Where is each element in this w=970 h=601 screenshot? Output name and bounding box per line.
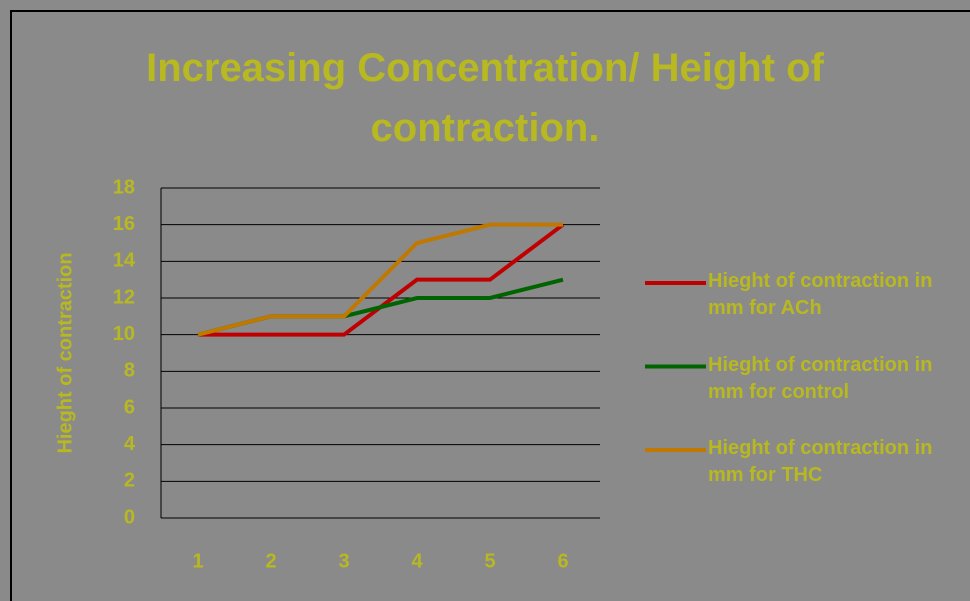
chart-title: Increasing Concentration/ Height of cont…	[146, 46, 824, 150]
x-tick-label: 2	[265, 550, 276, 572]
legend-label: Hieght of contraction in mm for control	[708, 353, 933, 403]
y-tick-label: 2	[124, 470, 135, 492]
legend-label: Hieght of contraction in mm for THC	[708, 437, 933, 486]
y-tick-label: 14	[113, 250, 136, 272]
y-tick-label: 10	[113, 323, 135, 345]
y-tick-label: 18	[113, 176, 135, 198]
chart-frame	[10, 10, 970, 601]
y-tick-label: 0	[124, 506, 135, 528]
y-tick-label: 8	[124, 360, 135, 382]
x-tick-label: 6	[557, 550, 568, 572]
series-line	[197, 222, 563, 337]
x-tick-label: 3	[338, 550, 349, 572]
y-tick-label: 16	[113, 213, 135, 235]
x-tick-label: 4	[411, 550, 423, 572]
legend-label: Hieght of contraction in mm for ACh	[708, 270, 933, 319]
series-line	[197, 277, 564, 337]
x-tick-label: 5	[484, 550, 495, 572]
y-tick-label: 12	[113, 286, 135, 308]
y-tick-label: 6	[124, 396, 135, 418]
x-tick-label: 1	[192, 550, 203, 572]
y-axis-label: Hieght of contraction	[54, 252, 76, 453]
y-tick-label: 4	[124, 433, 136, 455]
